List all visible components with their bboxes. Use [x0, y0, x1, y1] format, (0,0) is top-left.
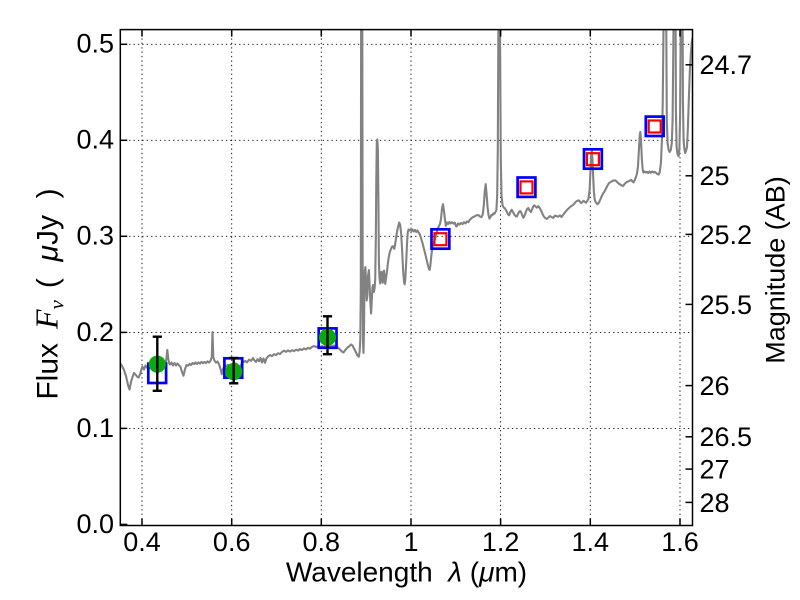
svg-text:0.1: 0.1 — [76, 413, 114, 443]
svg-text:25.5: 25.5 — [700, 290, 753, 320]
svg-text:26: 26 — [700, 371, 730, 401]
svg-text:25: 25 — [700, 161, 730, 191]
svg-text:0.0: 0.0 — [76, 509, 114, 539]
svg-text:0.8: 0.8 — [303, 527, 341, 557]
svg-text:Magnitude (AB): Magnitude (AB) — [761, 176, 791, 364]
svg-text:0.4: 0.4 — [76, 125, 114, 155]
svg-text:24.7: 24.7 — [700, 50, 753, 80]
svg-text:0.5: 0.5 — [76, 29, 114, 59]
svg-text:0.2: 0.2 — [76, 317, 114, 347]
svg-text:0.3: 0.3 — [76, 221, 114, 251]
svg-text:1.2: 1.2 — [482, 527, 520, 557]
svg-text:28: 28 — [700, 488, 730, 518]
svg-text:0.6: 0.6 — [213, 527, 251, 557]
svg-text:25.2: 25.2 — [700, 220, 753, 250]
svg-text:1.6: 1.6 — [661, 527, 699, 557]
svg-text:1: 1 — [403, 527, 418, 557]
svg-text:26.5: 26.5 — [700, 422, 753, 452]
svg-text:Wavelength λ (μm): Wavelength λ (μm) — [286, 557, 527, 588]
svg-text:0.4: 0.4 — [123, 527, 161, 557]
svg-text:1.4: 1.4 — [572, 527, 610, 557]
svg-text:27: 27 — [700, 455, 730, 485]
